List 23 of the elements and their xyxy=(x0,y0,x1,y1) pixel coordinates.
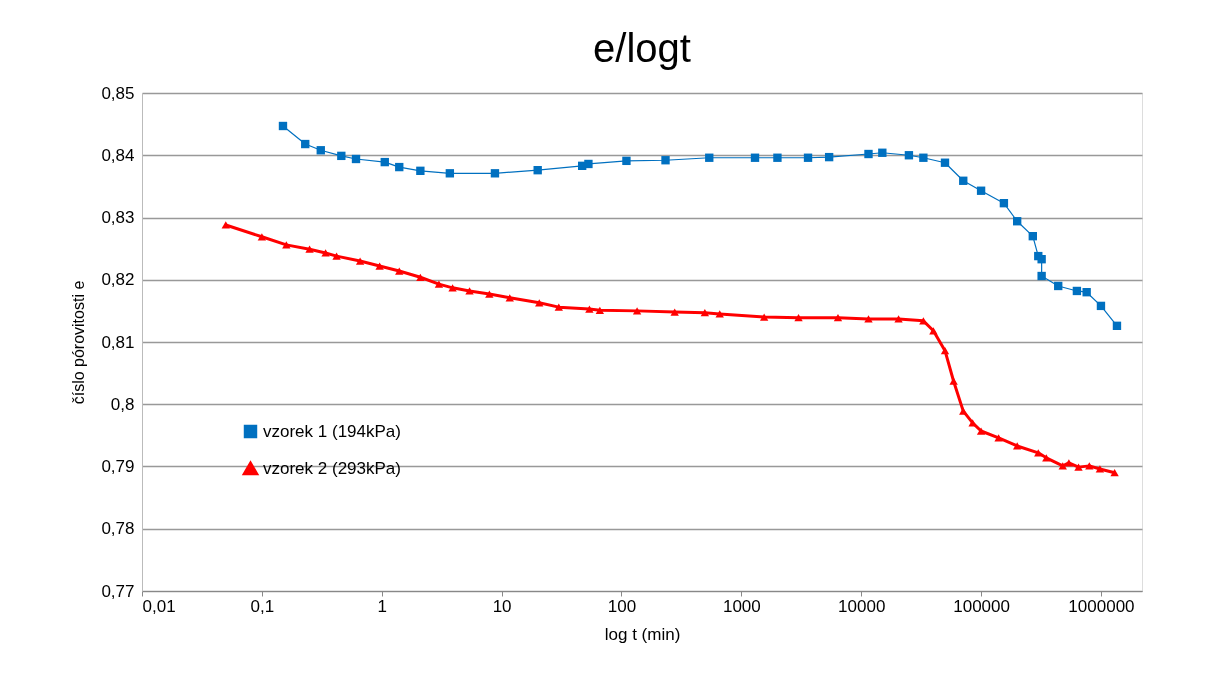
x-tick-label: 100000 xyxy=(953,596,1010,616)
x-tick-label: 0,1 xyxy=(250,596,275,616)
chart-title: e/logt xyxy=(593,26,691,70)
x-tick-label: 1000 xyxy=(722,596,761,616)
legend-label: vzorek 2 (293kPa) xyxy=(263,458,401,478)
y-tick-label: 0,78 xyxy=(101,519,135,539)
x-tick-label: 0,01 xyxy=(142,596,176,616)
y-tick-label: 0,82 xyxy=(101,270,135,290)
x-tick-label: 1000000 xyxy=(1068,596,1135,616)
y-tick-label: 0,81 xyxy=(101,332,135,352)
x-tick-label: 10 xyxy=(492,596,512,616)
x-tick-label: 1 xyxy=(377,596,387,616)
y-axis-title: číslo pórovitosti e xyxy=(70,280,88,405)
y-tick-label: 0,84 xyxy=(101,145,135,165)
y-tick-label: 0,77 xyxy=(101,581,135,601)
y-tick-label: 0,85 xyxy=(101,83,135,103)
x-tick-label: 10000 xyxy=(838,596,886,616)
y-tick-label: 0,79 xyxy=(101,457,135,476)
legend-label: vzorek 1 (194kPa) xyxy=(263,421,401,441)
x-tick-label: 100 xyxy=(607,596,637,616)
y-tick-label: 0,8 xyxy=(110,394,135,414)
x-axis-title: log t (min) xyxy=(604,624,681,644)
y-tick-label: 0,83 xyxy=(101,208,135,227)
